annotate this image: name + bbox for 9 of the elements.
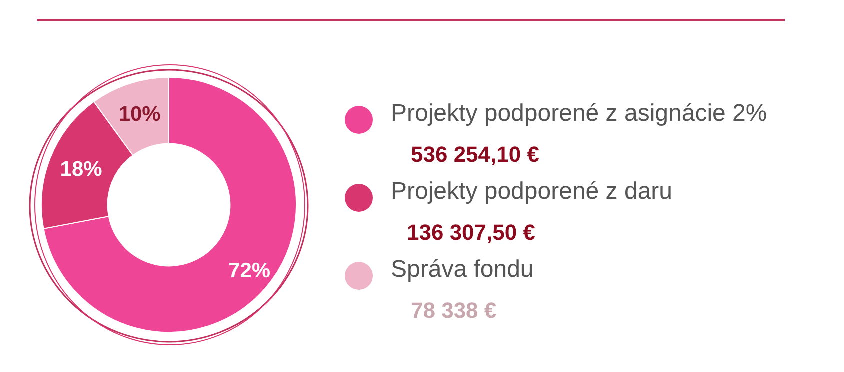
text: 536 254,10 € — [411, 142, 540, 168]
legend-label: Správa fondu — [391, 256, 534, 284]
text: 78 338 € — [411, 298, 497, 324]
data-label: 72% — [228, 259, 271, 282]
data-label: 10% — [118, 103, 162, 126]
data-label: 18% — [60, 158, 103, 182]
legend-label: Projekty podporené z daru — [391, 178, 673, 206]
text: 136 307,50 € — [407, 220, 536, 246]
legend-label: Projekty podporené z asignácie 2% — [391, 100, 768, 128]
